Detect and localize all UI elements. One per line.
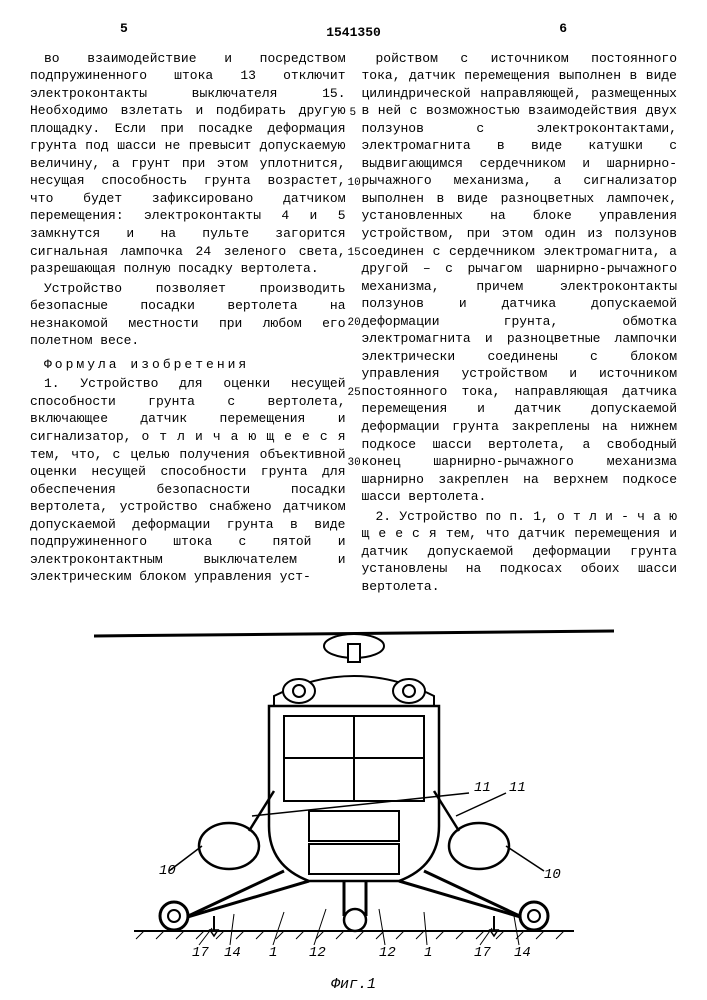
page-number-right: 6 <box>559 20 567 38</box>
callout: 12 <box>309 945 326 961</box>
callout: 11 <box>509 780 526 796</box>
callout: 1 <box>269 945 277 961</box>
line-marker: 25 <box>348 386 361 401</box>
helicopter-diagram: 10 11 11 10 17 14 1 12 12 1 17 14 <box>74 616 634 971</box>
figure-1: 10 11 11 10 17 14 1 12 12 1 17 14 Фиг.1 <box>30 616 677 995</box>
callout: 11 <box>474 780 491 796</box>
callout: 14 <box>514 945 531 961</box>
text-columns: во взаимодействие и посредством подпружи… <box>30 50 677 598</box>
callout: 10 <box>159 863 176 879</box>
right-column: 5 10 15 20 25 30 ройством с источником п… <box>362 50 678 598</box>
callout: 1 <box>424 945 432 961</box>
left-column: во взаимодействие и посредством подпружи… <box>30 50 346 598</box>
callout: 12 <box>379 945 396 961</box>
line-marker: 30 <box>348 456 361 471</box>
formula-title: Формула изобретения <box>30 356 346 374</box>
callout: 17 <box>192 945 209 961</box>
line-marker: 15 <box>348 246 361 261</box>
paragraph: во взаимодействие и посредством подпружи… <box>30 50 346 278</box>
callout: 17 <box>474 945 491 961</box>
line-marker: 10 <box>348 176 361 191</box>
claim: 1. Устройство для оценки несущей способн… <box>30 375 346 586</box>
callout: 14 <box>224 945 241 961</box>
paragraph: 2. Устройство по п. 1, о т л и - ч а ю щ… <box>362 508 678 596</box>
figure-label: Фиг.1 <box>30 975 677 995</box>
paragraph: Устройство позволяет производить безопас… <box>30 280 346 350</box>
callout: 10 <box>544 867 561 883</box>
line-marker: 20 <box>348 316 361 331</box>
page-number-left: 5 <box>120 20 128 38</box>
paragraph: ройством с источником постоянного тока, … <box>362 50 678 506</box>
line-marker: 5 <box>350 106 357 121</box>
